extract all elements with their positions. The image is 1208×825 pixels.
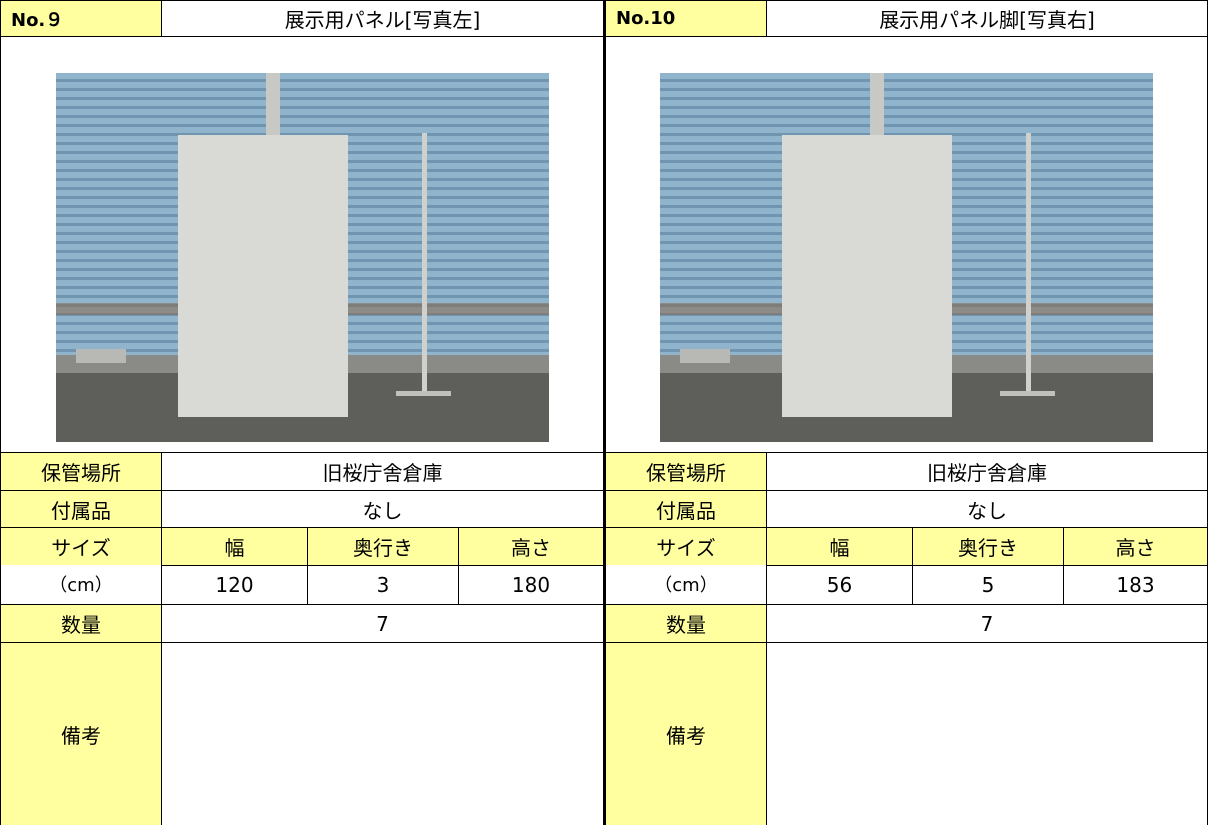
accessories: なし: [162, 491, 603, 527]
notes-label: 備考: [606, 643, 766, 825]
notes: [162, 643, 603, 825]
size-header: 奥行き: [308, 528, 458, 565]
size-header: 幅: [767, 528, 912, 565]
item-number: No.９: [1, 1, 161, 36]
size-value: 120: [162, 566, 307, 604]
location: 旧桜庁舎倉庫: [767, 453, 1207, 490]
accessories-label: 付属品: [606, 491, 766, 527]
item-card: No.９ 展示用パネル[写真左] 保管場所 旧桜庁舎倉庫 付属品 なし サイズ （cm）幅 1…: [0, 0, 604, 825]
location-label: 保管場所: [1, 453, 161, 490]
photo: [55, 73, 549, 442]
size-value: 5: [913, 566, 1063, 604]
photo-cell: [606, 37, 1207, 452]
item-card: No.10 展示用パネル脚[写真右] 保管場所 旧桜庁舎倉庫 付属品 なしサイズ （cm）…: [604, 0, 1208, 825]
size-header: 奥行き: [913, 528, 1063, 565]
size-unit: （cm）: [654, 575, 718, 596]
size-header: 幅: [162, 528, 307, 565]
item-title: 展示用パネル[写真左]: [162, 1, 603, 36]
size-unit: （cm）: [49, 575, 113, 596]
quantity-label: 数量: [1, 605, 161, 642]
quantity-label: 数量: [606, 605, 766, 642]
accessories-label: 付属品: [1, 491, 161, 527]
size-label-text: サイズ: [656, 536, 716, 560]
item-number: No.10: [606, 1, 766, 36]
quantity: 7: [767, 605, 1207, 642]
size-header: 高さ: [1064, 528, 1207, 565]
size-value: 180: [459, 566, 603, 604]
size-value: 183: [1064, 566, 1207, 604]
notes: [767, 643, 1207, 825]
location-label: 保管場所: [606, 453, 766, 490]
notes-label: 備考: [1, 643, 161, 825]
size-label-text: サイズ: [51, 536, 111, 560]
photo: [660, 73, 1153, 442]
quantity: 7: [162, 605, 603, 642]
item-title: 展示用パネル脚[写真右]: [767, 1, 1207, 36]
size-header: 高さ: [459, 528, 603, 565]
location: 旧桜庁舎倉庫: [162, 453, 603, 490]
size-label: サイズ （cm）: [1, 528, 161, 604]
size-value: 56: [767, 566, 912, 604]
accessories: なし: [767, 491, 1207, 527]
size-value: 3: [308, 566, 458, 604]
photo-cell: [1, 37, 603, 452]
size-label: サイズ （cm）: [606, 528, 766, 604]
